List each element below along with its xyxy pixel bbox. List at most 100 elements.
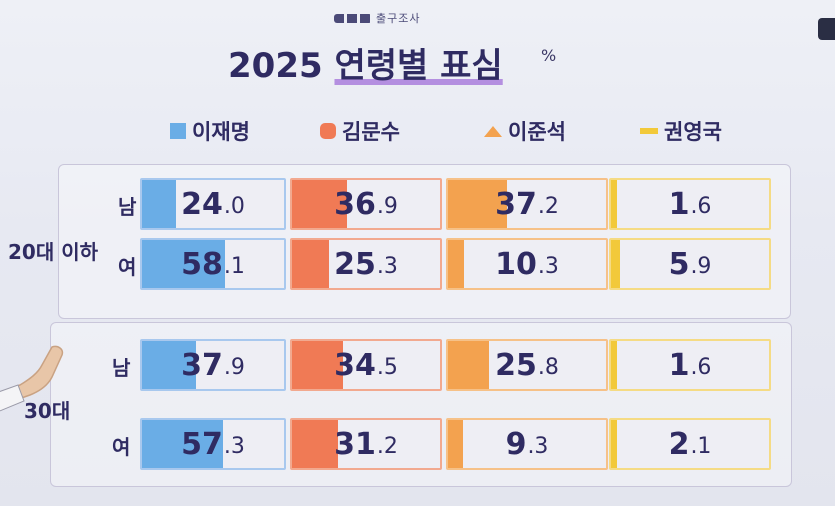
data-cell: 36.9 — [290, 178, 442, 230]
value-bar — [292, 240, 330, 288]
value-decimal: .1 — [690, 434, 712, 459]
value-integer: 1 — [668, 347, 690, 383]
legend-item-2: 이준석 — [484, 116, 566, 146]
value-label: 2.1 — [611, 420, 769, 468]
legend-swatch-icon — [640, 128, 658, 134]
value-decimal: .9 — [223, 355, 245, 380]
legend-swatch-icon — [484, 125, 502, 137]
value-decimal: .9 — [690, 254, 712, 279]
value-label: 24.0 — [142, 180, 284, 228]
gender-label: 남 — [112, 356, 131, 380]
legend-item-3: 권영국 — [640, 116, 722, 146]
value-integer: 25 — [495, 347, 537, 383]
value-bar — [611, 420, 618, 468]
value-integer: 2 — [668, 426, 690, 462]
value-decimal: .0 — [223, 194, 245, 219]
age-group-label: 30대 — [24, 399, 71, 423]
value-decimal: .3 — [537, 254, 559, 279]
value-bar — [292, 180, 347, 228]
value-decimal: .5 — [376, 355, 398, 380]
gender-label: 남 — [118, 195, 137, 219]
legend-swatch-icon — [320, 123, 336, 139]
page-title: 2025 연령별 표심 — [228, 38, 503, 87]
data-cell: 37.2 — [446, 178, 608, 230]
value-bar — [611, 180, 618, 228]
brand-label: 출구조사 — [376, 12, 421, 25]
value-decimal: .9 — [376, 194, 398, 219]
value-integer: 37 — [181, 347, 223, 383]
data-cell: 9.3 — [446, 418, 608, 470]
data-cell: 5.9 — [609, 238, 771, 290]
value-decimal: .2 — [537, 194, 559, 219]
legend-label: 권영국 — [664, 120, 722, 144]
value-label: 5.9 — [611, 240, 769, 288]
value-bar — [611, 341, 618, 389]
value-integer: 10 — [495, 246, 537, 282]
value-label: 37.9 — [142, 341, 284, 389]
value-label: 36.9 — [292, 180, 440, 228]
value-integer: 25 — [334, 246, 376, 282]
data-cell: 1.6 — [609, 178, 771, 230]
brand-logo-icon — [334, 14, 372, 23]
data-cell: 2.1 — [609, 418, 771, 470]
gender-label: 여 — [118, 255, 137, 279]
data-cell: 10.3 — [446, 238, 608, 290]
value-bar — [142, 180, 177, 228]
data-cell: 58.1 — [140, 238, 286, 290]
value-label: 31.2 — [292, 420, 440, 468]
value-label: 37.2 — [448, 180, 606, 228]
value-decimal: .2 — [376, 434, 398, 459]
title-year: 2025 — [228, 46, 323, 86]
value-bar — [142, 341, 196, 389]
value-bar — [611, 240, 621, 288]
value-integer: 34 — [334, 347, 376, 383]
legend-label: 이재명 — [192, 120, 250, 144]
value-bar — [448, 180, 507, 228]
data-cell: 57.3 — [140, 418, 286, 470]
value-decimal: .1 — [223, 254, 245, 279]
value-label: 58.1 — [142, 240, 284, 288]
data-cell: 1.6 — [609, 339, 771, 391]
data-cell: 24.0 — [140, 178, 286, 230]
value-label: 34.5 — [292, 341, 440, 389]
legend-label: 김문수 — [342, 120, 400, 144]
value-integer: 31 — [334, 426, 376, 462]
broadcaster-logo-icon — [818, 18, 835, 40]
value-label: 9.3 — [448, 420, 606, 468]
age-group-label: 20대 이하 — [8, 240, 98, 264]
value-integer: 9 — [505, 426, 527, 462]
value-label: 25.8 — [448, 341, 606, 389]
brand: 출구조사 — [334, 10, 420, 26]
value-integer: 5 — [668, 246, 690, 282]
data-cell: 25.3 — [290, 238, 442, 290]
value-bar — [448, 240, 465, 288]
value-bar — [142, 420, 224, 468]
value-integer: 58 — [181, 246, 223, 282]
legend-item-1: 김문수 — [320, 116, 400, 146]
gender-label: 여 — [112, 435, 131, 459]
value-label: 25.3 — [292, 240, 440, 288]
value-integer: 57 — [181, 426, 223, 462]
value-decimal: .6 — [690, 355, 712, 380]
value-label: 1.6 — [611, 180, 769, 228]
value-decimal: .6 — [690, 194, 712, 219]
value-label: 1.6 — [611, 341, 769, 389]
value-bar — [292, 420, 339, 468]
value-decimal: .8 — [537, 355, 559, 380]
value-decimal: .3 — [527, 434, 549, 459]
value-integer: 37 — [495, 186, 537, 222]
value-bar — [292, 341, 344, 389]
pointing-hand-icon — [0, 345, 64, 412]
legend-label: 이준석 — [508, 120, 566, 144]
data-cell: 34.5 — [290, 339, 442, 391]
value-integer: 36 — [334, 186, 376, 222]
value-bar — [448, 420, 463, 468]
legend-item-0: 이재명 — [170, 116, 250, 146]
title-unit: % — [541, 46, 557, 65]
value-integer: 1 — [668, 186, 690, 222]
data-cell: 31.2 — [290, 418, 442, 470]
value-bar — [142, 240, 225, 288]
value-bar — [448, 341, 489, 389]
value-label: 10.3 — [448, 240, 606, 288]
value-decimal: .3 — [223, 434, 245, 459]
